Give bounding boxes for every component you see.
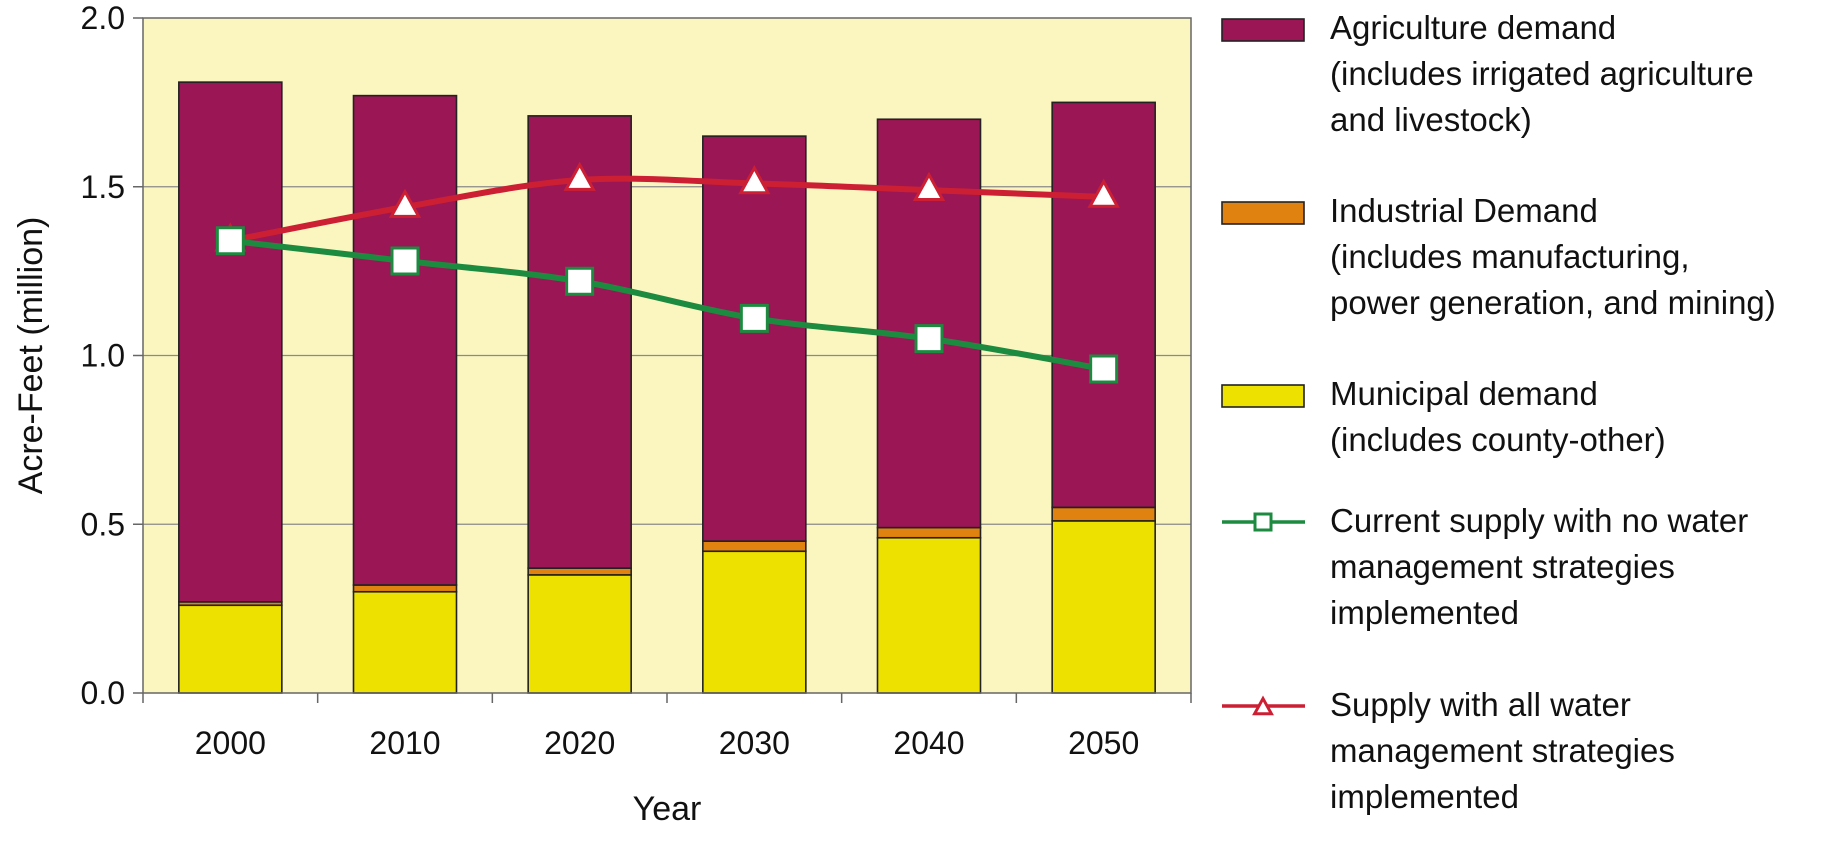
bar-segment bbox=[876, 526, 982, 539]
legend-label: Supply with all water bbox=[1330, 686, 1631, 723]
legend-label: Current supply with no water bbox=[1330, 502, 1748, 539]
legend-item: Supply with all water management strategi… bbox=[1222, 686, 1675, 815]
bar-segment bbox=[352, 590, 458, 694]
bar-segment bbox=[527, 574, 632, 694]
bar-segment bbox=[1051, 101, 1156, 509]
x-tick-label: 2010 bbox=[369, 725, 440, 761]
bar-segment bbox=[1051, 506, 1156, 522]
legend-label: Agriculture demand bbox=[1330, 9, 1616, 46]
axes: 0.0 0.5 1.0 1.5 2.0 2000 2010 2020 2030 2040 2050 bbox=[81, 0, 1192, 761]
square-marker bbox=[1253, 512, 1273, 532]
legend-label: (includes county-other) bbox=[1330, 421, 1666, 458]
legend-swatch bbox=[1221, 18, 1305, 42]
supply-lines bbox=[214, 161, 1120, 384]
legend-label: (includes irrigated agriculture bbox=[1330, 55, 1754, 92]
bar-segment bbox=[1051, 520, 1156, 694]
bar-segment bbox=[178, 604, 283, 694]
square-marker bbox=[390, 246, 420, 276]
y-tick-label: 1.0 bbox=[81, 338, 125, 374]
legend-label: and livestock) bbox=[1330, 101, 1532, 138]
y-tick-label: 0.0 bbox=[81, 675, 125, 711]
square-marker bbox=[739, 303, 769, 333]
legend-item: Industrial Demand (includes manufacturing… bbox=[1221, 192, 1776, 321]
bar-segment bbox=[527, 115, 632, 569]
square-marker bbox=[1089, 354, 1119, 384]
legend-swatch bbox=[1221, 384, 1305, 408]
legend: Agriculture demand (includes irrigated ag… bbox=[1221, 9, 1776, 815]
bar-segment bbox=[702, 550, 807, 694]
legend-label: Industrial Demand bbox=[1330, 192, 1598, 229]
square-marker bbox=[215, 226, 245, 256]
legend-item: Municipal demand (includes county-other) bbox=[1221, 375, 1666, 458]
x-tick-label: 2050 bbox=[1068, 725, 1139, 761]
legend-label: management strategies bbox=[1330, 732, 1675, 769]
x-tick-label: 2030 bbox=[719, 725, 790, 761]
series-line bbox=[229, 175, 1104, 244]
triangle-marker bbox=[388, 188, 422, 218]
bar-segment bbox=[876, 536, 982, 694]
legend-label: Municipal demand bbox=[1330, 375, 1598, 412]
legend-label: implemented bbox=[1330, 594, 1519, 631]
legend-item: Agriculture demand (includes irrigated ag… bbox=[1221, 9, 1754, 138]
y-tick-label: 1.5 bbox=[81, 169, 125, 205]
y-axis-title: Acre-Feet (million) bbox=[12, 217, 50, 495]
legend-swatch bbox=[1221, 201, 1305, 225]
legend-label: (includes manufacturing, bbox=[1330, 238, 1690, 275]
triangle-marker bbox=[1087, 178, 1120, 208]
x-tick-label: 2020 bbox=[544, 725, 615, 761]
series-line bbox=[229, 237, 1105, 372]
legend-label: power generation, and mining) bbox=[1330, 284, 1776, 321]
y-tick-label: 2.0 bbox=[81, 0, 125, 36]
x-axis-title: Year bbox=[633, 790, 702, 828]
square-marker bbox=[914, 324, 944, 354]
bar-segment bbox=[178, 81, 283, 603]
bar-segment bbox=[702, 135, 807, 542]
bar-segment bbox=[527, 567, 632, 576]
x-tick-label: 2000 bbox=[195, 725, 266, 761]
triangle-marker bbox=[563, 161, 596, 191]
triangle-marker bbox=[912, 171, 946, 202]
bar-segment bbox=[352, 94, 458, 586]
triangle-marker bbox=[738, 164, 771, 195]
bar-segment bbox=[702, 540, 807, 553]
bars bbox=[178, 81, 1156, 694]
bar-segment bbox=[352, 584, 458, 593]
legend-item: Current supply with no water management s… bbox=[1222, 502, 1748, 631]
legend-label: management strategies bbox=[1330, 548, 1675, 585]
y-tick-label: 0.5 bbox=[81, 506, 125, 542]
legend-label: implemented bbox=[1330, 778, 1519, 815]
square-marker bbox=[565, 266, 595, 296]
x-tick-label: 2040 bbox=[893, 725, 964, 761]
triangle-marker bbox=[1252, 695, 1274, 716]
